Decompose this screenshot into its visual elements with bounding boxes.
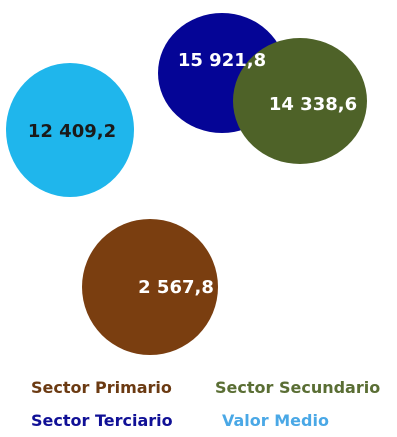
legend-item-valor-medio: Valor Medio — [222, 411, 329, 430]
legend-item-sector-primario: Sector Primario — [31, 378, 172, 397]
bubbles-group — [6, 13, 367, 355]
bubble-label-valor-medio: 12 409,2 — [28, 121, 116, 142]
bubble-label-sector-secundario: 14 338,6 — [269, 94, 357, 115]
bubble-labels-group: 12 409,2 15 921,8 14 338,6 2 567,8 — [28, 50, 357, 298]
bubble-sector-secundario — [233, 38, 367, 164]
bubble-valor-medio — [6, 63, 134, 197]
bubble-label-sector-terciario: 15 921,8 — [178, 50, 266, 71]
legend-item-sector-secundario: Sector Secundario — [215, 378, 381, 397]
legend-item-sector-terciario: Sector Terciario — [31, 411, 173, 430]
bubble-sector-primario — [82, 219, 218, 355]
bubble-label-sector-primario: 2 567,8 — [138, 277, 214, 298]
